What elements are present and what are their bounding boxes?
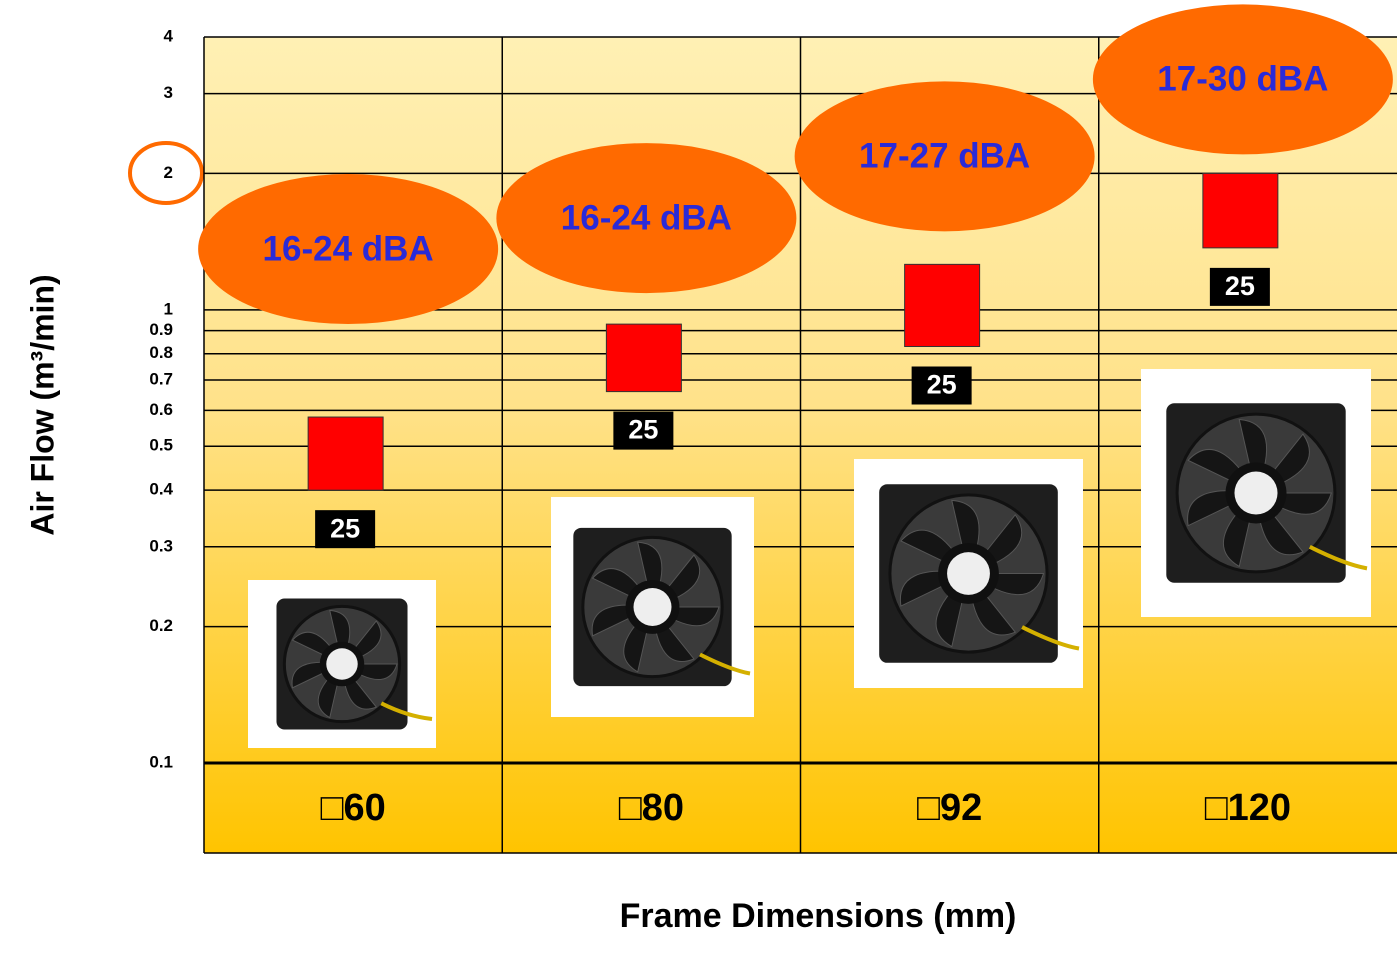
fan-sticker [326,648,358,680]
bar-label: 25 [628,415,658,445]
fan-wires [380,701,433,722]
bar-label: 25 [1225,271,1255,301]
y-axis-label: Air Flow (m³/min) [24,274,60,535]
y-tick-label: 3 [164,83,173,102]
x-tick-label: □92 [917,787,982,829]
x-tick-label: □80 [619,787,684,829]
bar-label-box [911,366,972,405]
bar [904,263,981,348]
x-axis-label: Frame Dimensions (mm) [620,897,1017,935]
noise-label: 17-30 dBA [1157,60,1328,99]
fan-sticker [633,587,672,627]
y-tick-label: 0.7 [149,370,173,389]
y-tick-label: 1 [164,299,173,318]
bar [307,416,384,491]
fan-sticker [947,552,990,595]
noise-bubble [496,143,797,294]
fan-wires [699,652,751,676]
y-tick-label: 0.9 [149,320,173,339]
noise-label: 16-24 dBA [263,229,434,268]
bar [605,323,682,393]
fan-wires [1021,625,1080,651]
noise-bubble [198,174,499,325]
noise-label: 17-27 dBA [859,137,1030,176]
bar [1202,172,1279,249]
fan-sticker [1234,471,1278,515]
fan-photo [248,580,436,748]
y-tick-label: 0.2 [149,616,173,635]
x-tick-label: □60 [321,787,386,829]
y-tick-label: 0.3 [149,536,173,555]
y-tick-label: 0.1 [149,752,173,771]
y-tick-label: 0.5 [149,436,173,455]
noise-bubble [794,81,1095,232]
fan-photo [854,459,1083,688]
bar-label-box [1209,267,1270,306]
fan-photo [551,497,754,717]
noise-bubble [1092,4,1393,155]
tick-highlight [128,141,204,205]
bar-label-box [613,411,674,450]
bar-label: 25 [927,370,957,400]
y-tick-label: 4 [164,26,174,45]
fan-wires [1308,545,1368,571]
noise-label: 16-24 dBA [561,198,732,237]
y-tick-label: 0.8 [149,343,173,362]
bar-label-box [315,510,376,549]
y-tick-label: 0.4 [149,480,173,499]
y-tick-label: 2 [164,163,173,182]
x-tick-label: □120 [1205,787,1291,829]
bar-label: 25 [330,513,360,543]
fan-photo [1141,369,1371,617]
y-tick-label: 0.6 [149,400,173,419]
